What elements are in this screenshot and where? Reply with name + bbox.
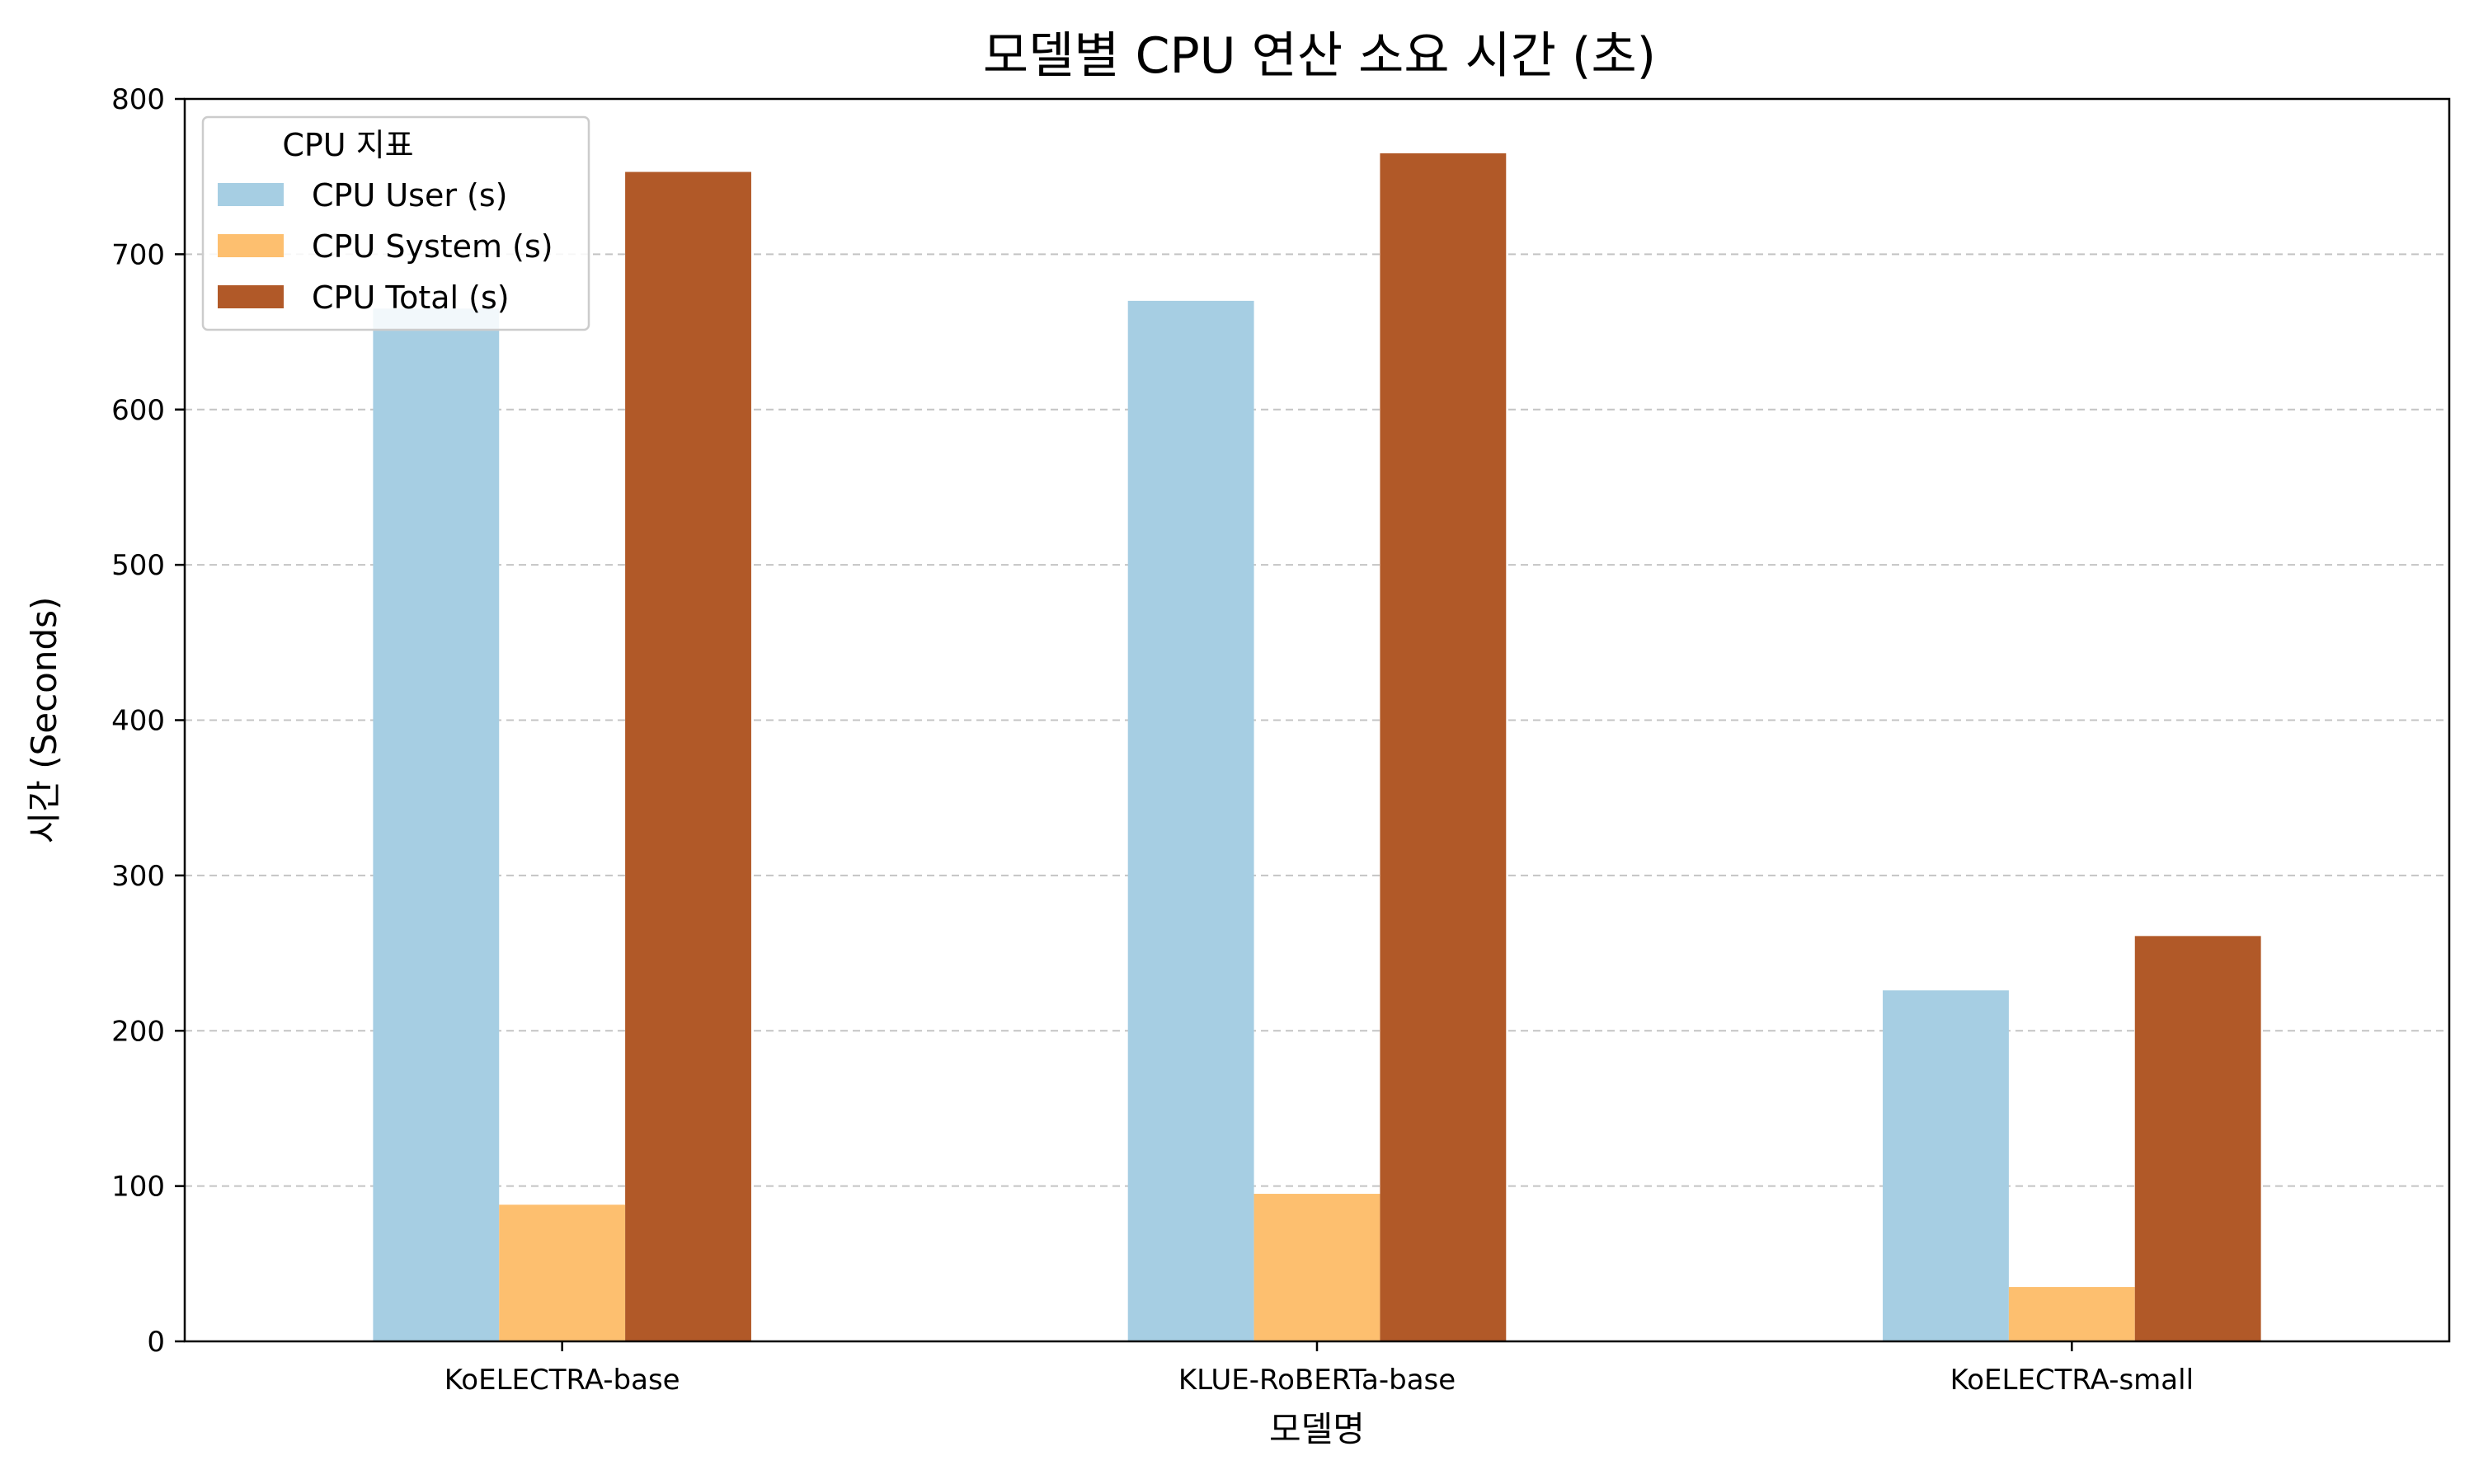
y-tick-label: 600 <box>111 394 165 427</box>
legend-label: CPU User (s) <box>312 177 507 214</box>
bar <box>2134 936 2261 1341</box>
y-tick-label: 800 <box>111 83 165 116</box>
x-tick-label: KLUE-RoBERTa-base <box>1178 1364 1456 1397</box>
y-axis-title: 시간 (Seconds) <box>24 597 64 844</box>
legend-box <box>201 115 590 331</box>
bars <box>373 153 2261 1342</box>
y-axis-ticks: 0 100 200 300 400 500 600 700 800 <box>111 83 185 1359</box>
bar <box>499 1205 626 1341</box>
legend-swatch <box>218 183 284 206</box>
legend-label: CPU System (s) <box>312 228 553 265</box>
y-tick-label: 700 <box>111 238 165 271</box>
bar <box>1883 990 2009 1341</box>
x-tick-label: KoELECTRA-small <box>1950 1364 2194 1397</box>
y-tick-label: 300 <box>111 860 165 893</box>
x-axis-title: 모델명 <box>1269 1409 1365 1449</box>
bar <box>1127 300 1254 1342</box>
bar <box>1253 1194 1380 1341</box>
y-tick-label: 0 <box>147 1326 165 1359</box>
bar <box>1380 153 1507 1341</box>
x-tick-label: KoELECTRA-base <box>444 1364 680 1397</box>
legend-swatch <box>218 285 284 308</box>
legend-swatch <box>218 234 284 257</box>
legend-title: CPU 지표 <box>282 127 413 163</box>
y-tick-label: 100 <box>111 1171 165 1204</box>
legend: CPU 지표 CPU User (s) CPU System (s) CPU Tota… <box>201 115 590 331</box>
y-tick-label: 200 <box>111 1015 165 1048</box>
chart-title: 모델별 CPU 연산 소요 시간 (초) <box>983 27 1656 85</box>
x-axis-ticks: KoELECTRA-base KLUE-RoBERTa-base KoELECTRA… <box>444 1341 2194 1397</box>
y-tick-label: 400 <box>111 705 165 738</box>
legend-label: CPU Total (s) <box>312 279 510 316</box>
y-tick-label: 500 <box>111 549 165 582</box>
bar <box>2008 1287 2135 1341</box>
bar <box>373 308 500 1341</box>
bar <box>625 171 751 1341</box>
